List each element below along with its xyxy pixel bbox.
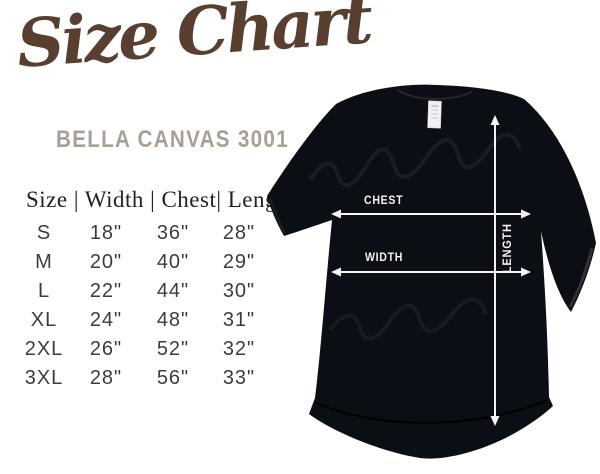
cell-chest: 48" xyxy=(156,309,190,331)
cell-length: 32" xyxy=(222,338,256,360)
cell-chest: 40" xyxy=(156,251,190,273)
cell-size: M xyxy=(35,251,53,273)
cell-size: L xyxy=(37,280,51,302)
size-table: S 18" 36" 28" M 20" 40" 29" L 22" 44" 30… xyxy=(14,219,270,393)
cell-width: 20" xyxy=(89,251,123,273)
cell-size: 2XL xyxy=(24,338,64,360)
cell-width: 22" xyxy=(89,280,123,302)
cell-chest: 44" xyxy=(156,280,190,302)
hem-fold-line xyxy=(314,399,549,424)
width-label: WIDTH xyxy=(365,250,404,264)
cell-length: 29" xyxy=(222,251,256,273)
cell-chest: 52" xyxy=(156,338,190,360)
cell-length: 33" xyxy=(222,367,256,389)
neck-tag xyxy=(427,100,442,129)
cell-width: 18" xyxy=(89,222,123,244)
width-arrow xyxy=(331,267,531,277)
cell-width: 28" xyxy=(89,367,123,389)
cell-size: 3XL xyxy=(24,367,64,389)
length-arrow xyxy=(490,115,500,426)
cell-width: 26" xyxy=(89,338,123,360)
cuff-highlight-left xyxy=(269,197,286,234)
watermark-squiggle xyxy=(308,132,522,188)
cell-size: S xyxy=(36,222,52,244)
chest-arrow xyxy=(331,209,531,219)
size-table-header: Size | Width | Chest| Length xyxy=(26,187,296,212)
collar-line xyxy=(397,89,473,100)
cuff-highlight xyxy=(568,247,594,308)
watermark-squiggle xyxy=(328,297,488,341)
subtitle-product-name: BELLA CANVAS 3001 xyxy=(56,126,289,153)
cell-length: 30" xyxy=(222,280,256,302)
cell-chest: 56" xyxy=(156,367,190,389)
cell-width: 24" xyxy=(89,309,123,331)
cell-chest: 36" xyxy=(156,222,190,244)
cell-length: 28" xyxy=(222,222,256,244)
cell-length: 31" xyxy=(222,309,256,331)
chest-label: CHEST xyxy=(364,193,404,207)
cell-size: XL xyxy=(30,309,58,331)
length-label: LENGTH xyxy=(500,223,514,274)
